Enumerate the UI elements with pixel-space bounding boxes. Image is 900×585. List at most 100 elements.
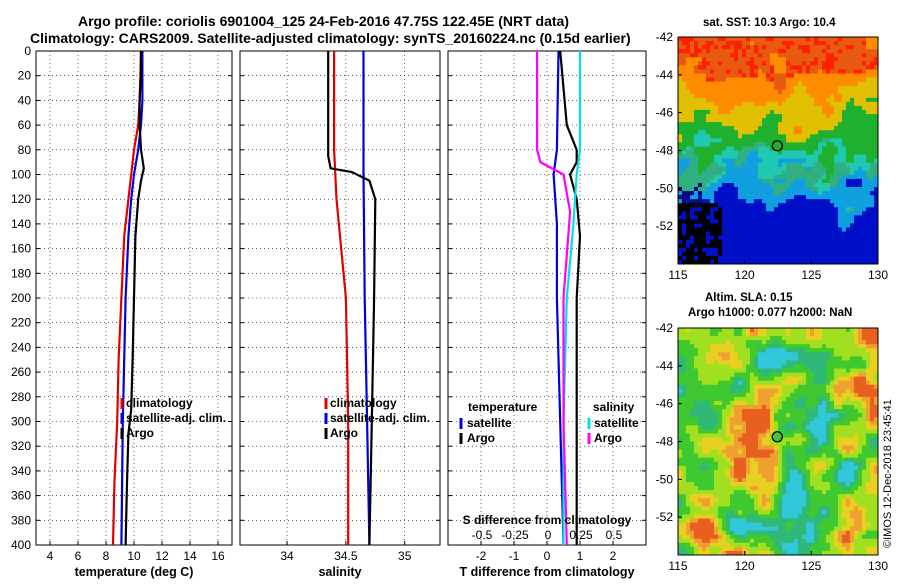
map-cell <box>814 223 818 227</box>
map-cell <box>838 219 842 223</box>
map-cell <box>834 433 838 437</box>
map-cell <box>842 381 846 385</box>
map-cell <box>814 252 818 256</box>
map-cell <box>818 252 822 256</box>
map-cell <box>798 94 802 98</box>
map-cell <box>730 98 734 102</box>
map-cell <box>762 90 766 94</box>
map-cell <box>806 442 810 446</box>
map-cell <box>754 118 758 122</box>
map-cell <box>838 360 842 364</box>
map-cell <box>834 248 838 252</box>
map-cell <box>842 373 846 377</box>
map-cell <box>694 421 698 425</box>
map-cell <box>722 106 726 110</box>
map-cell <box>730 369 734 373</box>
map-cell <box>790 82 794 86</box>
map-cell <box>786 352 790 356</box>
map-cell <box>814 45 818 49</box>
map-cell <box>750 179 754 183</box>
map-cell <box>770 462 774 466</box>
map-cell <box>778 256 782 260</box>
map-cell <box>782 352 786 356</box>
map-cell <box>770 344 774 348</box>
map-cell <box>718 442 722 446</box>
map-cell <box>866 381 870 385</box>
map-cell <box>750 369 754 373</box>
map-cell <box>726 138 730 142</box>
map-cell <box>686 57 690 61</box>
map-cell <box>678 458 682 462</box>
map-cell <box>850 450 854 454</box>
map-cell <box>774 61 778 65</box>
map-cell <box>778 211 782 215</box>
map-cell <box>826 61 830 65</box>
map-cell <box>722 474 726 478</box>
map-cell <box>810 171 814 175</box>
map-cell <box>778 466 782 470</box>
map-cell <box>834 211 838 215</box>
map-cell <box>830 130 834 134</box>
map-cell <box>830 53 834 57</box>
map-cell <box>702 446 706 450</box>
map-cell <box>694 389 698 393</box>
map-cell <box>850 446 854 450</box>
map-cell <box>754 45 758 49</box>
map-cell <box>722 223 726 227</box>
map-cell <box>838 159 842 163</box>
map-cell <box>698 219 702 223</box>
map-cell <box>754 344 758 348</box>
map-cell <box>698 203 702 207</box>
map-cell <box>730 167 734 171</box>
map-cell <box>778 110 782 114</box>
map-cell <box>838 98 842 102</box>
map-cell <box>798 458 802 462</box>
map-cell <box>806 340 810 344</box>
map-cell <box>738 373 742 377</box>
map-cell <box>802 450 806 454</box>
map-cell <box>818 364 822 368</box>
map-cell <box>846 167 850 171</box>
map-cell <box>846 53 850 57</box>
map-cell <box>858 94 862 98</box>
map-cell <box>782 236 786 240</box>
map-cell <box>710 240 714 244</box>
map-cell <box>766 207 770 211</box>
map-cell <box>698 151 702 155</box>
map-cell <box>830 240 834 244</box>
map-cell <box>722 401 726 405</box>
map-cell <box>734 219 738 223</box>
map-cell <box>858 352 862 356</box>
map-cell <box>726 458 730 462</box>
map-cell <box>794 397 798 401</box>
map-cell <box>738 61 742 65</box>
map-cell <box>778 126 782 130</box>
map-cell <box>798 138 802 142</box>
map-cell <box>738 466 742 470</box>
map-cell <box>678 364 682 368</box>
map-cell <box>850 98 854 102</box>
map-cell <box>850 413 854 417</box>
map-cell <box>810 175 814 179</box>
map-cell <box>842 437 846 441</box>
map-cell <box>814 364 818 368</box>
map-cell <box>734 191 738 195</box>
map-cell <box>702 462 706 466</box>
map-cell <box>746 458 750 462</box>
map-cell <box>818 203 822 207</box>
map-cell <box>726 65 730 69</box>
map-cell <box>690 405 694 409</box>
map-cell <box>690 236 694 240</box>
map-cell <box>686 364 690 368</box>
map-cell <box>854 175 858 179</box>
map-cell <box>698 462 702 466</box>
map-cell <box>822 364 826 368</box>
map-cell <box>830 159 834 163</box>
map-cell <box>766 73 770 77</box>
map-cell <box>738 478 742 482</box>
x-tick-label: 34 <box>280 549 294 563</box>
map-cell <box>722 49 726 53</box>
map-cell <box>862 126 866 130</box>
map-cell <box>686 417 690 421</box>
x2-tick-label: 0 <box>545 528 552 542</box>
